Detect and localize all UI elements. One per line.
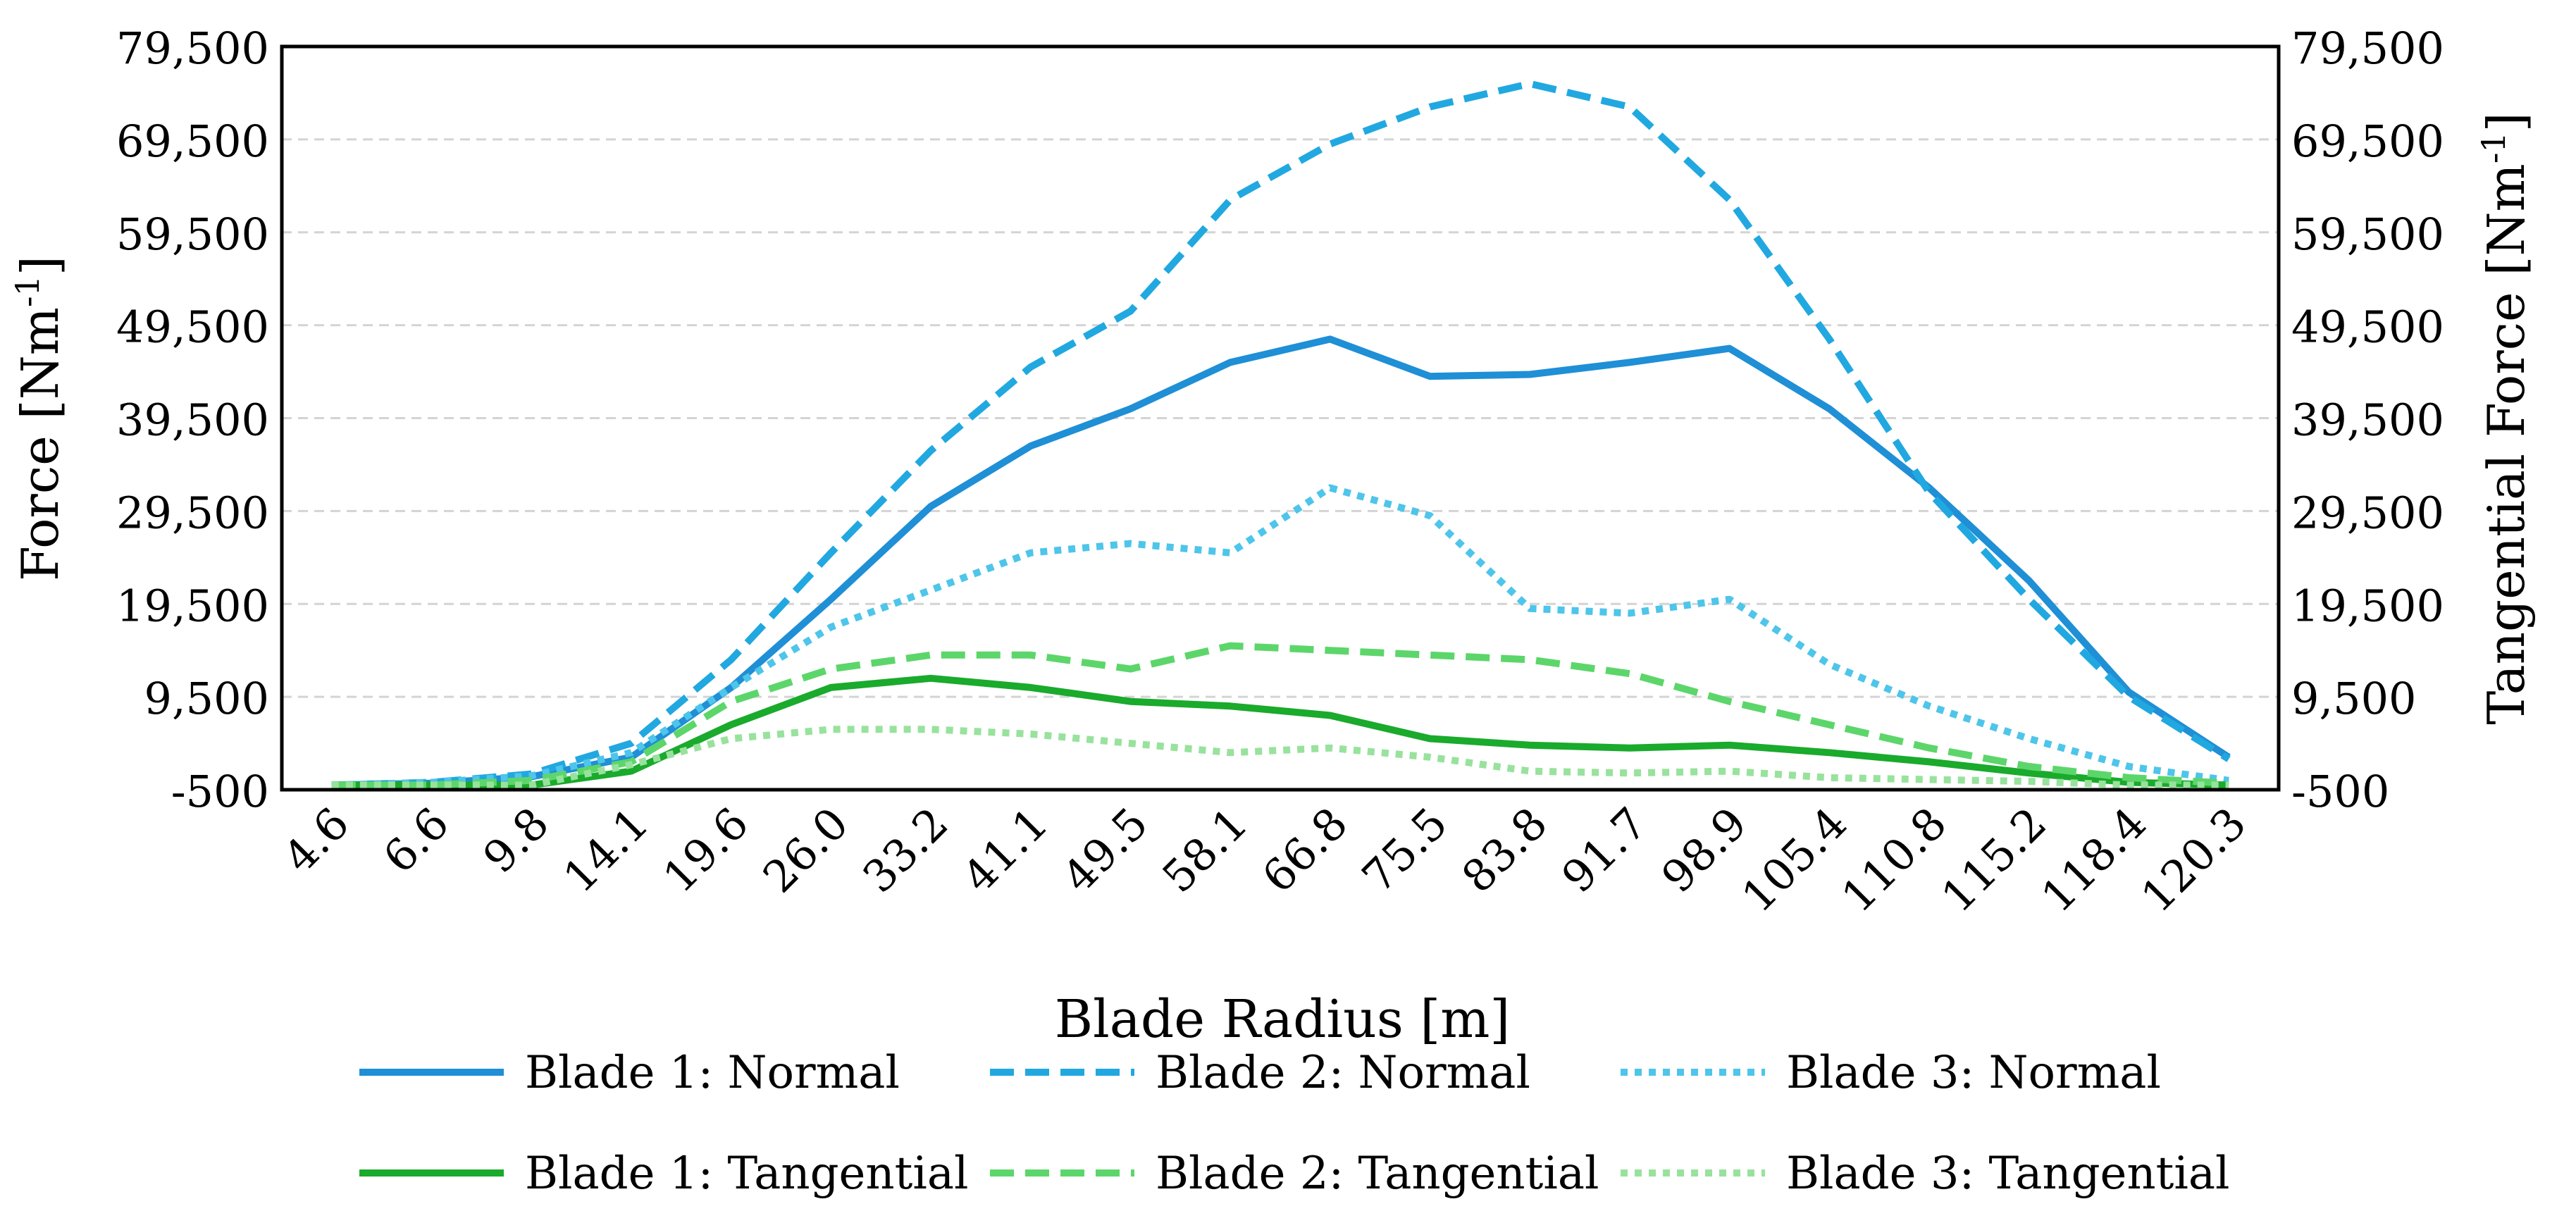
x-tick-label: 14.1 [553, 797, 658, 902]
x-tick-label: 9.8 [473, 797, 559, 883]
left-y-tick-label: 59,500 [116, 209, 269, 260]
left-y-tick-label: 69,500 [116, 116, 269, 167]
x-tick-label: 19.6 [653, 797, 758, 902]
legend-label: Blade 2: Normal [1156, 1047, 1530, 1099]
right-y-tick-label: 39,500 [2291, 395, 2444, 446]
series-lines [331, 80, 2231, 789]
x-tick-label: 115.2 [1931, 797, 2056, 922]
right-y-tick-label: -500 [2291, 766, 2389, 817]
plot-frame [280, 44, 2281, 792]
right-y-tick-label: 49,500 [2291, 302, 2444, 353]
series-line-3 [331, 484, 2229, 789]
gridlines [282, 138, 2279, 698]
left-y-tick-label: 9,500 [144, 673, 270, 724]
left-y-tick-label: -500 [171, 766, 269, 817]
x-axis-title: Blade Radius [m] [1055, 989, 1511, 1050]
right-y-tick-label: 79,500 [2291, 23, 2444, 74]
right-y-tick-label: 19,500 [2291, 580, 2444, 631]
x-axis-ticks: 4.6 6.6 9.814.119.626.033.241.149.558.166.… [273, 797, 2256, 922]
right-y-tick-label: 29,500 [2291, 487, 2444, 538]
x-tick-label: 4.6 [273, 797, 359, 883]
x-tick-label: 75.5 [1352, 797, 1457, 902]
x-tick-label: 110.8 [1832, 797, 1957, 922]
left-y-tick-label: 39,500 [116, 395, 269, 446]
right-axis-ticks: -500 9,500 19,500 29,500 39,500 49,500 59,500 6… [2291, 23, 2444, 817]
left-axis-ticks: -500 9,500 19,500 29,500 39,500 49,500 59,500 6… [116, 23, 269, 817]
series-line-5 [331, 642, 2229, 789]
left-axis-title: Force [Nm-1] [8, 256, 70, 581]
x-tick-label: 83.8 [1452, 797, 1557, 902]
x-tick-label: 118.4 [2031, 797, 2156, 922]
legend-label: Blade 1: Tangential [525, 1148, 968, 1200]
x-tick-label: 26.0 [753, 797, 858, 902]
left-y-tick-label: 49,500 [116, 302, 269, 353]
series-line-2 [331, 80, 2231, 789]
x-tick-label: 33.2 [853, 797, 958, 902]
left-y-tick-label: 79,500 [116, 23, 269, 74]
series-line-4 [331, 674, 2229, 789]
x-tick-label: 41.1 [953, 797, 1058, 902]
x-tick-label: 49.5 [1053, 797, 1158, 902]
x-tick-label: 66.8 [1252, 797, 1357, 902]
left-y-tick-label: 29,500 [116, 487, 269, 538]
legend-label: Blade 3: Normal [1786, 1047, 2161, 1099]
x-tick-label: 105.4 [1732, 797, 1857, 922]
x-tick-label: 6.6 [373, 797, 459, 883]
right-y-tick-label: 9,500 [2291, 673, 2417, 724]
legend-label: Blade 2: Tangential [1156, 1148, 1599, 1200]
legend-label: Blade 3: Tangential [1786, 1148, 2229, 1200]
right-axis-title: Tangential Force [Nm-1] [2475, 112, 2536, 724]
x-tick-label: 91.7 [1552, 797, 1657, 902]
x-tick-label: 120.3 [2131, 797, 2256, 922]
legend: Blade 1: Normal Blade 2: Normal Blade 3: N… [359, 1047, 2229, 1200]
right-y-tick-label: 69,500 [2291, 116, 2444, 167]
series-line-1 [331, 335, 2231, 789]
right-y-tick-label: 59,500 [2291, 209, 2444, 260]
left-y-tick-label: 19,500 [116, 580, 269, 631]
legend-label: Blade 1: Normal [525, 1047, 900, 1099]
x-tick-label: 58.1 [1153, 797, 1258, 902]
